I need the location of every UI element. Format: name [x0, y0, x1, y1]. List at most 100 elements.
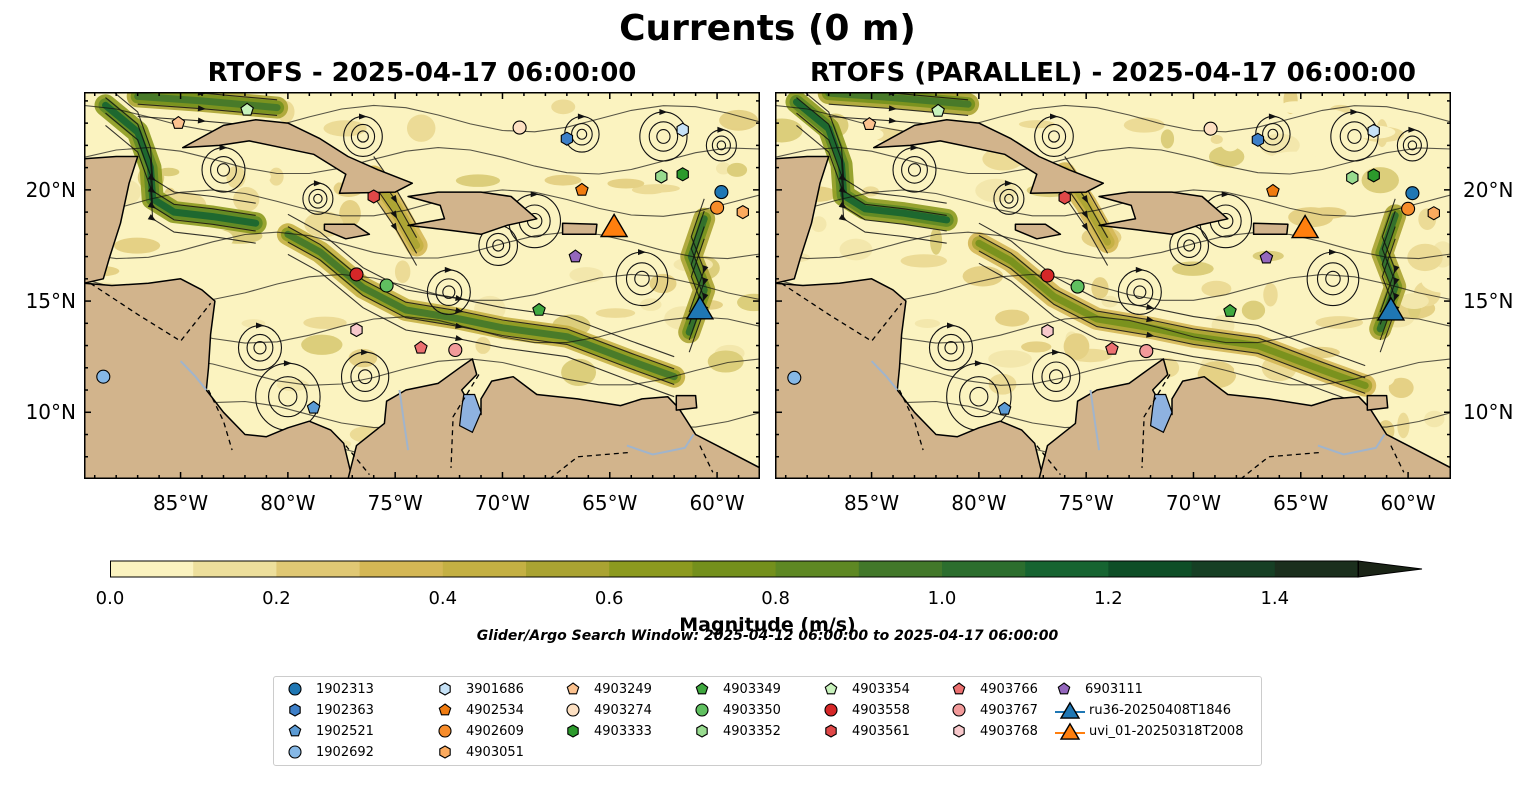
lon-tick-label: 75°W	[1058, 491, 1114, 515]
colorbar-tick-label: 0.4	[428, 588, 458, 609]
legend-item: 4903249	[564, 679, 652, 699]
stream-arrow	[1393, 292, 1400, 302]
platform-markers	[787, 103, 1440, 415]
stream-arrow	[455, 335, 464, 342]
legend-label: 4902534	[466, 702, 524, 718]
stream-arrow	[1268, 113, 1277, 120]
land-trinidad	[675, 394, 698, 411]
legend-item: 4903354	[822, 679, 910, 699]
legend-label: 1902692	[316, 744, 374, 760]
platform-marker-4903767	[448, 342, 463, 358]
legend-marker-hexagon	[825, 724, 837, 738]
legend-marker-circle	[288, 745, 302, 759]
legend-label: 4903558	[852, 702, 910, 718]
legend-marker-circle	[438, 724, 452, 738]
legend-marker-circle	[566, 703, 580, 717]
stream-arrow	[197, 105, 206, 112]
stream-arrow	[1393, 265, 1400, 274]
land-southam	[1038, 358, 1451, 479]
platform-marker-4902609	[1401, 201, 1416, 216]
legend-marker-pentagon	[952, 682, 966, 695]
platform-marker-4903561	[367, 189, 380, 204]
stream-arrow	[888, 117, 897, 124]
lon-tick-label: 85°W	[152, 491, 209, 515]
stream-arrow	[910, 144, 919, 151]
platform-marker-4903558	[349, 267, 364, 282]
colorbar-bin	[692, 561, 777, 577]
legend-label: 4903561	[852, 723, 910, 739]
colorbar-frame	[110, 560, 1359, 578]
lon-tick-label: 75°W	[367, 491, 423, 515]
platform-marker-4903333	[1367, 168, 1380, 183]
land	[84, 119, 760, 479]
legend-marker-triangle-line	[1055, 722, 1085, 740]
stream-arrow	[974, 360, 983, 367]
legend-item: 1902313	[286, 679, 374, 699]
platform-marker-4903561	[1058, 190, 1071, 205]
legend-item: 3901686	[436, 679, 524, 699]
land-cuba	[181, 119, 414, 194]
legend-marker-hexagon	[567, 724, 579, 738]
lake-maracaibo	[1149, 393, 1173, 434]
colorbar	[110, 560, 1423, 578]
colorbar-bin	[942, 561, 1026, 577]
colorbar-tick-label: 0.6	[594, 588, 624, 609]
platform-marker-4903767	[1139, 344, 1154, 359]
stream-arrow	[1393, 277, 1400, 286]
lon-tick-label: 80°W	[951, 491, 1007, 515]
lon-tick-label: 80°W	[260, 491, 316, 515]
legend-item: 4903768	[950, 721, 1038, 741]
land-hispaniola	[407, 191, 538, 236]
colorbar-tick-label: 1.0	[927, 588, 957, 609]
lon-tick-label: 65°W	[1273, 491, 1329, 515]
lat-tick-label: 10°N	[1463, 400, 1514, 425]
stream-arrow	[390, 222, 398, 232]
land-central	[775, 278, 1045, 479]
legend-label: 4903354	[852, 681, 910, 697]
platform-marker-1902692	[787, 370, 802, 385]
lon-tick-label: 65°W	[582, 491, 638, 515]
stream-arrow	[1146, 331, 1155, 338]
stream-arrow	[659, 109, 668, 115]
platform-marker-ru36-20250408T1846	[1376, 296, 1406, 321]
colorbar-tick-label: 0.2	[262, 588, 291, 609]
stream-arrow	[838, 214, 848, 221]
legend-item: 4903350	[693, 700, 781, 720]
platform-marker-4903349	[1223, 303, 1237, 317]
stream-arrow	[1052, 349, 1061, 356]
platform-marker-4903249	[171, 115, 186, 129]
search-window-text: Glider/Argo Search Window: 2025-04-12 06…	[476, 628, 1059, 644]
colorbar-bin	[1025, 561, 1109, 577]
legend-label: 4903274	[594, 702, 652, 718]
land-yucatan	[775, 155, 830, 285]
land-central	[84, 278, 354, 479]
stream-arrow	[1135, 266, 1144, 273]
stream-arrow	[947, 322, 955, 329]
stream-arrow	[1329, 249, 1337, 256]
platform-marker-4903249	[862, 117, 877, 131]
main-title: Currents (0 m)	[619, 8, 916, 49]
legend-label: 4903249	[594, 681, 652, 697]
platform-marker-6903111	[568, 249, 583, 263]
legend-marker-circle	[824, 703, 838, 717]
frame-ticks	[84, 92, 760, 479]
legend-marker-hexagon	[439, 745, 451, 759]
legend-label: 4903333	[594, 723, 652, 739]
map-left-rtofs	[84, 92, 760, 479]
platform-marker-4903354	[240, 102, 254, 116]
stream-arrow	[702, 277, 709, 286]
map-frame	[775, 92, 1451, 479]
frame-ticks	[775, 92, 1451, 479]
lat-tick-label: 15°N	[25, 289, 76, 314]
legend-item: 4903767	[950, 700, 1038, 720]
map-right-rtofs-parallel	[775, 92, 1451, 479]
legend-item: 4903558	[822, 700, 910, 720]
platform-marker-1902692	[96, 369, 111, 384]
legend-item: ru36-20250408T1846	[1055, 700, 1231, 720]
platform-marker-uvi_01-20250318T2008	[1290, 214, 1320, 239]
platform-marker-4903051	[1427, 206, 1440, 221]
legend-item: 4903561	[822, 721, 910, 741]
legend-label: 4903352	[723, 723, 781, 739]
platform-marker-3901686	[1367, 123, 1380, 139]
land-southam	[347, 358, 760, 479]
